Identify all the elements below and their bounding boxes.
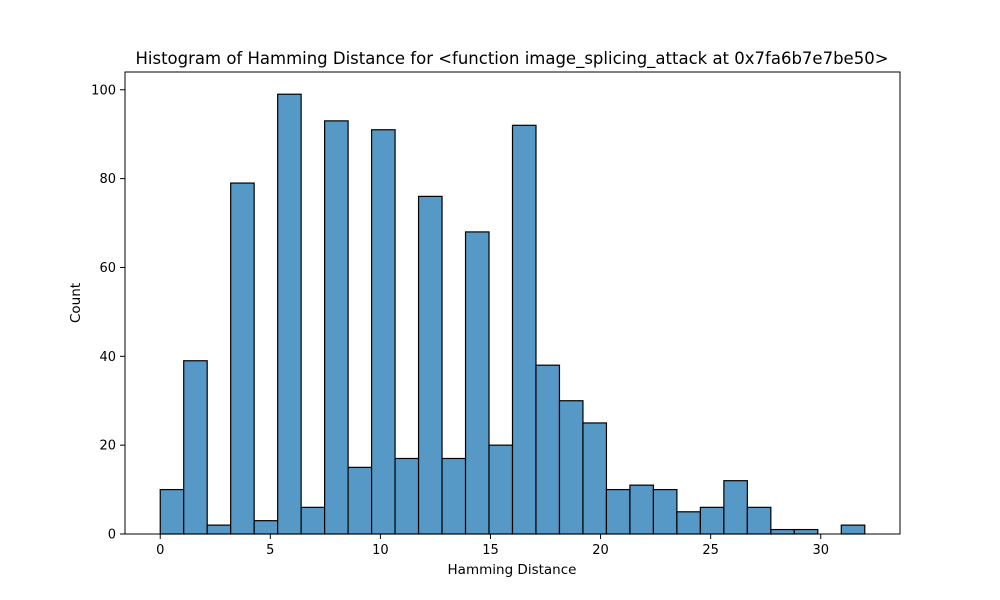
histogram-bar	[370, 129, 396, 535]
y-tick-label: 60	[99, 261, 116, 276]
histogram-bar	[793, 528, 819, 535]
y-tick-label: 0	[108, 528, 116, 543]
histogram-bar	[206, 524, 232, 535]
plot-frame	[124, 71, 901, 535]
histogram-bar	[629, 484, 655, 535]
histogram-bar	[605, 488, 631, 535]
histogram-bar	[394, 457, 420, 535]
histogram-bar	[277, 93, 302, 535]
histogram-bar	[441, 457, 467, 535]
histogram-bar	[652, 488, 678, 535]
y-tick-label: 80	[99, 172, 116, 187]
x-tick-label: 10	[372, 543, 389, 558]
histogram-bar	[840, 524, 866, 535]
histogram-bar	[582, 422, 608, 535]
histogram-bar	[324, 120, 349, 535]
histogram-bar	[347, 466, 373, 535]
x-axis-label: Hamming Distance	[448, 562, 577, 578]
histogram-bar	[230, 182, 255, 535]
x-tick-label: 5	[266, 543, 274, 558]
bars-group	[159, 93, 866, 535]
histogram-bar	[746, 506, 772, 535]
histogram-bar	[253, 520, 279, 535]
y-tick-label: 100	[91, 83, 116, 98]
histogram-bar	[676, 511, 701, 535]
y-axis: 0 20 40 60 80 100	[91, 83, 125, 543]
y-tick-label: 40	[99, 350, 116, 365]
x-tick-label: 30	[812, 543, 829, 558]
histogram-bar	[535, 364, 561, 535]
histogram-bar	[770, 528, 795, 535]
x-axis: 0 5 10 15 20 25 30	[156, 534, 829, 558]
x-tick-label: 20	[592, 543, 609, 558]
histogram-bar	[183, 360, 208, 535]
histogram-bar	[699, 506, 725, 535]
histogram-bar	[723, 480, 748, 535]
y-axis-label: Count	[68, 283, 84, 323]
histogram-bar	[558, 400, 584, 535]
histogram-bar	[464, 231, 490, 535]
histogram-bar	[159, 488, 185, 535]
x-tick-label: 15	[482, 543, 499, 558]
y-tick-label: 20	[99, 439, 116, 454]
histogram-bar	[417, 195, 443, 535]
x-tick-label: 25	[702, 543, 719, 558]
histogram-bar	[300, 506, 326, 535]
x-tick-label: 0	[156, 543, 164, 558]
histogram-bar	[488, 444, 514, 535]
histogram-bar	[511, 124, 537, 535]
chart-title: Histogram of Hamming Distance for <funct…	[135, 49, 888, 69]
